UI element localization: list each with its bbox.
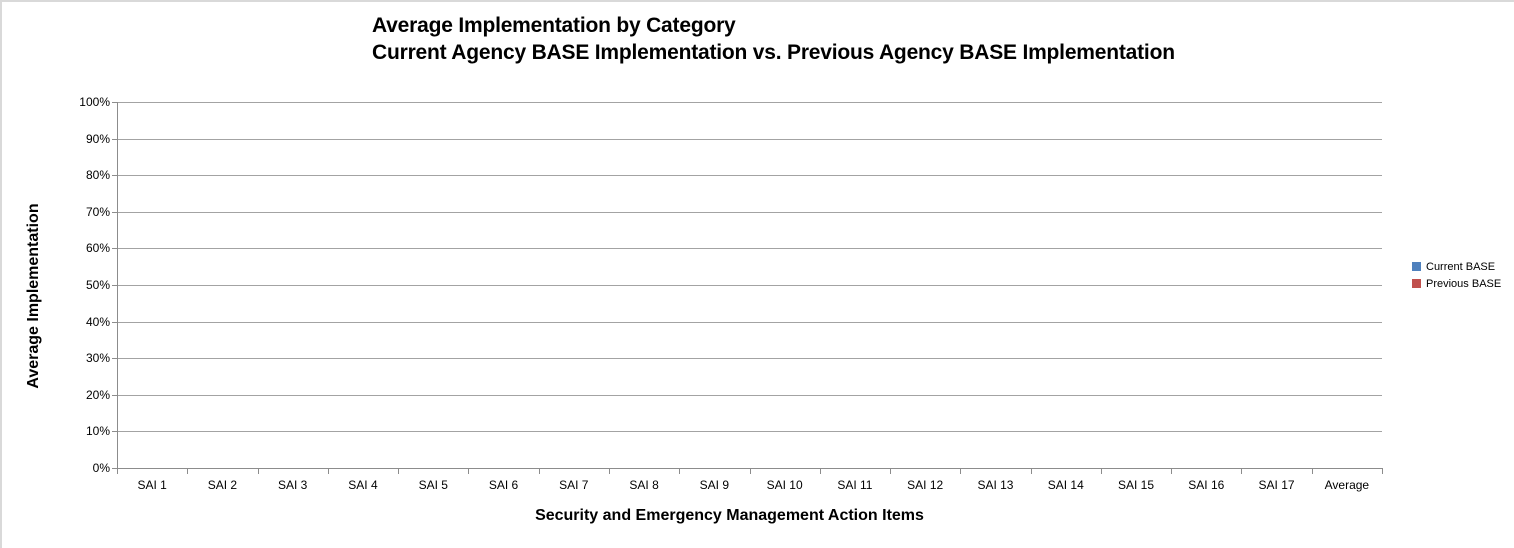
x-axis-tick <box>1382 469 1383 474</box>
x-tick-label: SAI 12 <box>907 478 944 492</box>
x-tick-label: SAI 2 <box>207 478 238 492</box>
y-tick-label: 70% <box>85 204 110 219</box>
x-axis-tick <box>468 469 470 474</box>
chart-title-line1: Average Implementation by Category <box>372 14 736 37</box>
y-tick-label: 80% <box>85 168 110 183</box>
legend-label: Previous BASE <box>1426 277 1502 290</box>
x-axis-tick <box>1100 469 1102 474</box>
y-tick-label: 20% <box>85 387 110 402</box>
x-tick-label: SAI 9 <box>699 478 730 492</box>
x-axis-line <box>117 468 1383 469</box>
x-tick-label: SAI 8 <box>629 478 659 492</box>
x-axis-tick <box>679 469 681 474</box>
x-tick-label: SAI 1 <box>137 478 167 492</box>
y-tick-label: 0% <box>92 461 110 475</box>
x-tick-label: SAI 17 <box>1258 478 1295 492</box>
x-tick-label: SAI 13 <box>977 478 1014 492</box>
gridline <box>117 394 1382 396</box>
y-tick-label: 50% <box>85 278 110 292</box>
y-axis-tick <box>112 211 117 213</box>
legend-item: Previous BASE <box>1412 275 1501 292</box>
x-axis-tick <box>890 469 892 474</box>
y-axis-tick <box>112 394 117 396</box>
y-axis-tick <box>112 468 117 469</box>
x-axis-tick <box>960 469 962 474</box>
x-tick-label: SAI 5 <box>418 478 448 492</box>
y-axis-tick <box>112 138 117 140</box>
x-tick-label: SAI 4 <box>348 478 378 492</box>
x-tick-label: SAI 3 <box>278 478 308 492</box>
x-tick-label: Average <box>1324 478 1370 492</box>
x-axis-tick <box>187 469 189 474</box>
y-axis-tick <box>112 248 117 250</box>
x-axis-tick <box>327 469 329 474</box>
legend-item: Current BASE <box>1412 258 1501 275</box>
x-axis-tick <box>1241 469 1243 474</box>
x-axis-tick <box>1311 469 1313 474</box>
x-tick-label: SAI 6 <box>488 478 519 492</box>
y-tick-label: 100% <box>79 95 110 109</box>
y-axis-tick <box>112 321 117 323</box>
x-axis-tick <box>538 469 540 474</box>
legend-label: Current BASE <box>1426 260 1496 273</box>
x-axis-tick <box>819 469 821 474</box>
y-axis-tick <box>112 358 117 360</box>
gridline <box>117 285 1382 286</box>
gridline <box>117 248 1382 250</box>
x-tick-label: SAI 15 <box>1117 478 1155 492</box>
x-axis-tick <box>257 469 259 474</box>
legend-swatch-icon <box>1412 262 1421 271</box>
y-axis-tick <box>112 285 117 286</box>
legend: Current BASE Previous BASE <box>1412 258 1501 292</box>
y-axis-line <box>117 102 118 473</box>
gridline <box>117 102 1382 103</box>
gridline <box>117 138 1382 140</box>
chart-title-line2: Current Agency BASE Implementation vs. P… <box>372 41 1175 64</box>
x-tick-label: SAI 7 <box>559 478 589 492</box>
x-axis-tick <box>398 469 400 474</box>
y-axis-title: Average Implementation <box>25 203 42 389</box>
x-axis-tick <box>1030 469 1032 474</box>
legend-swatch-icon <box>1412 279 1421 288</box>
x-axis-tick <box>1171 469 1173 474</box>
x-axis-tick <box>749 469 751 474</box>
x-axis-tick <box>117 469 118 474</box>
y-axis-tick <box>112 102 117 103</box>
y-axis-tick <box>112 175 117 177</box>
x-axis-tick <box>608 469 610 474</box>
y-tick-label: 60% <box>85 241 110 256</box>
y-tick-label: 30% <box>85 351 110 366</box>
gridline <box>117 211 1382 213</box>
gridline <box>117 175 1382 177</box>
gridline <box>117 358 1382 360</box>
y-axis-tick <box>112 431 117 433</box>
gridline <box>117 431 1382 433</box>
y-tick-label: 90% <box>85 131 110 146</box>
x-tick-label: SAI 16 <box>1188 478 1225 492</box>
x-tick-label: SAI 11 <box>837 478 873 492</box>
x-axis-title: Security and Emergency Management Action… <box>535 507 924 524</box>
gridline <box>117 321 1382 323</box>
x-tick-label: SAI 10 <box>766 478 803 492</box>
y-tick-label: 10% <box>85 424 110 439</box>
chart-title: Average Implementation by Category Curre… <box>372 12 1175 66</box>
x-tick-label: SAI 14 <box>1047 478 1084 492</box>
y-tick-label: 40% <box>85 314 110 329</box>
